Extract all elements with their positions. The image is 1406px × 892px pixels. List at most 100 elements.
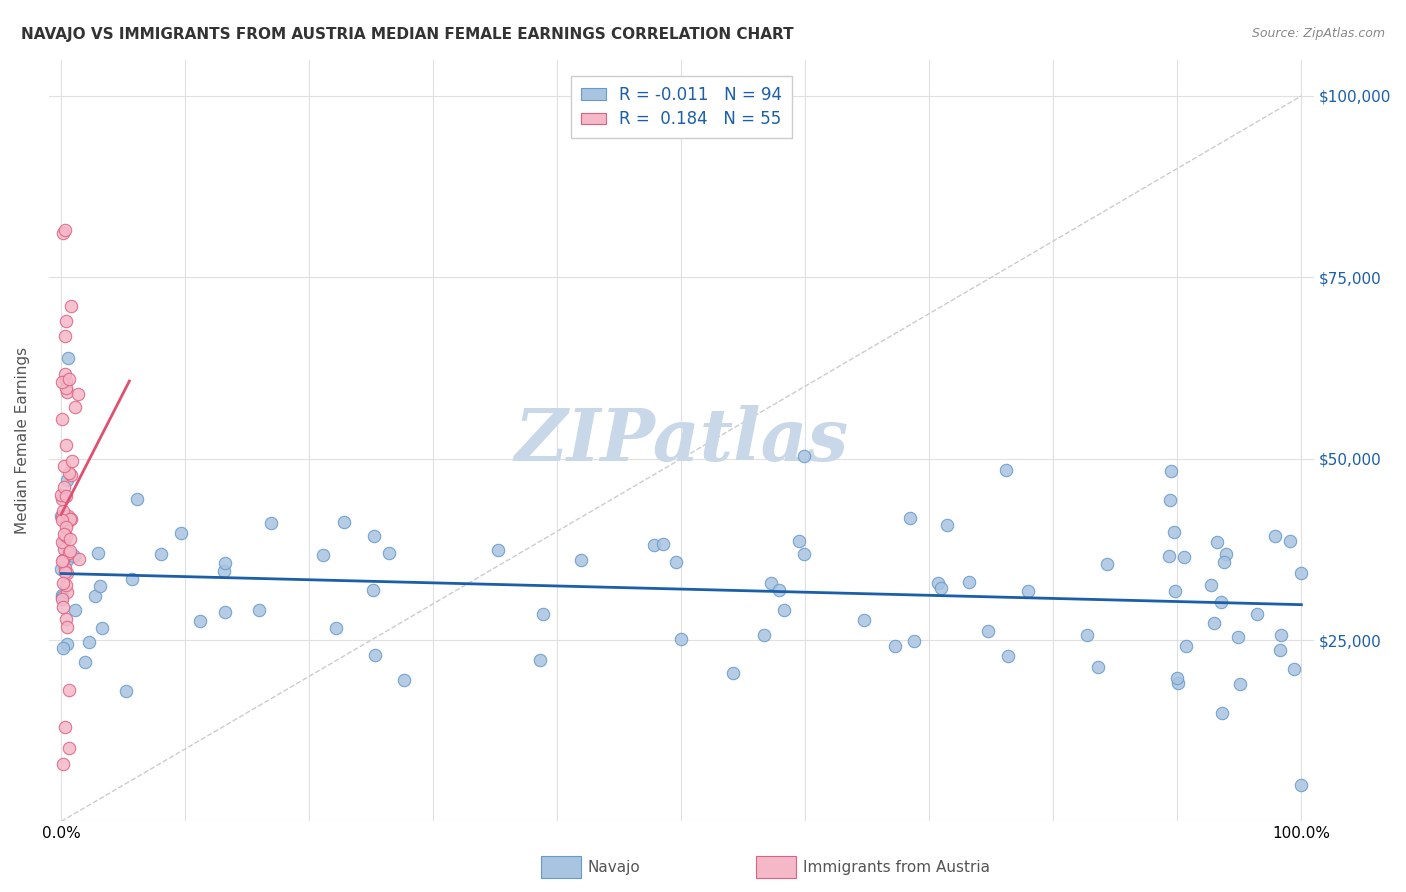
Text: Immigrants from Austria: Immigrants from Austria	[803, 860, 990, 874]
Point	[1270, 643, 1292, 657]
Point	[67, 386, 90, 401]
Point	[214, 556, 236, 570]
Point	[87, 545, 110, 559]
Point	[212, 565, 235, 579]
Point	[789, 534, 811, 549]
Point	[52, 227, 75, 241]
Point	[58, 741, 80, 756]
Point	[58, 509, 80, 524]
Point	[1097, 558, 1119, 572]
Point	[51, 412, 73, 426]
Point	[51, 509, 73, 524]
Point	[59, 299, 82, 313]
Point	[361, 582, 384, 597]
Point	[52, 553, 75, 567]
Point	[150, 547, 173, 561]
Point	[91, 622, 114, 636]
Point	[721, 666, 744, 681]
Point	[51, 375, 73, 389]
Point	[332, 515, 354, 529]
Point	[929, 581, 952, 595]
Point	[53, 535, 76, 549]
Point	[1204, 615, 1226, 630]
Legend: R = -0.011   N = 94, R =  0.184   N = 55: R = -0.011 N = 94, R = 0.184 N = 55	[571, 76, 792, 138]
Point	[957, 574, 980, 589]
Point	[53, 223, 76, 237]
Point	[927, 576, 949, 591]
Point	[59, 467, 82, 482]
Point	[62, 454, 84, 468]
Point	[53, 458, 76, 473]
Point	[55, 374, 77, 388]
Point	[1199, 578, 1222, 592]
Point	[671, 632, 693, 646]
Text: Navajo: Navajo	[588, 860, 641, 874]
Point	[52, 757, 75, 772]
Point	[363, 529, 385, 543]
Point	[58, 546, 80, 560]
Point	[56, 516, 79, 530]
Point	[56, 620, 79, 634]
Point	[1173, 550, 1195, 565]
Text: NAVAJO VS IMMIGRANTS FROM AUSTRIA MEDIAN FEMALE EARNINGS CORRELATION CHART: NAVAJO VS IMMIGRANTS FROM AUSTRIA MEDIAN…	[21, 27, 794, 42]
Point	[1289, 566, 1312, 580]
Text: ZIPatlas: ZIPatlas	[515, 405, 848, 476]
Point	[1163, 525, 1185, 540]
Point	[884, 639, 907, 653]
Point	[56, 473, 79, 487]
Point	[977, 624, 1000, 638]
Point	[1159, 493, 1181, 508]
Point	[53, 542, 76, 557]
Point	[73, 655, 96, 669]
Point	[56, 351, 79, 366]
Point	[768, 582, 790, 597]
Point	[55, 314, 77, 328]
Point	[55, 529, 77, 543]
Point	[1279, 534, 1302, 549]
Point	[569, 553, 592, 567]
Point	[51, 588, 73, 602]
Point	[247, 603, 270, 617]
Point	[52, 504, 75, 518]
Point	[59, 544, 82, 558]
Point	[51, 575, 73, 590]
Point	[55, 577, 77, 591]
Point	[55, 520, 77, 534]
Point	[84, 589, 107, 603]
Point	[67, 552, 90, 566]
Point	[1206, 535, 1229, 549]
Point	[59, 512, 82, 526]
Point	[79, 635, 101, 649]
Point	[65, 603, 87, 617]
Point	[89, 579, 111, 593]
Point	[529, 653, 551, 667]
Point	[169, 526, 191, 541]
Point	[1229, 677, 1251, 691]
Point	[1087, 660, 1109, 674]
Point	[363, 648, 385, 663]
Point	[378, 546, 401, 560]
Point	[59, 533, 82, 547]
Point	[58, 372, 80, 386]
Point	[1211, 706, 1233, 720]
Point	[903, 634, 925, 648]
Point	[665, 555, 688, 569]
Point	[51, 591, 73, 606]
Point	[1160, 464, 1182, 478]
Y-axis label: Median Female Earnings: Median Female Earnings	[15, 347, 30, 534]
Point	[392, 673, 415, 687]
Point	[1157, 549, 1180, 563]
Point	[52, 641, 75, 656]
Point	[643, 538, 665, 552]
Point	[1164, 584, 1187, 599]
Point	[853, 613, 876, 627]
Point	[325, 621, 347, 635]
Text: Source: ZipAtlas.com: Source: ZipAtlas.com	[1251, 27, 1385, 40]
Point	[1264, 529, 1286, 543]
Point	[773, 603, 796, 617]
Point	[51, 513, 73, 527]
Point	[58, 466, 80, 480]
Point	[651, 537, 673, 551]
Point	[53, 527, 76, 541]
Point	[1166, 671, 1188, 685]
